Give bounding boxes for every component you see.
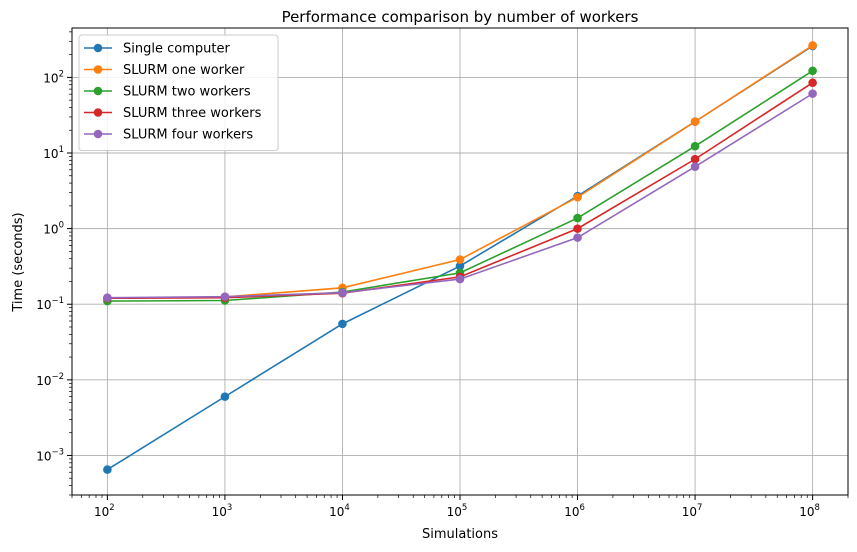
- legend-entry: SLURM one worker: [84, 63, 245, 78]
- legend-label: SLURM one worker: [123, 63, 245, 78]
- x-tick-label: 106: [564, 503, 585, 519]
- y-tick-label: 101: [43, 145, 64, 161]
- data-point: [455, 255, 465, 264]
- x-tick-label: 102: [94, 503, 115, 519]
- legend-entry: Single computer: [84, 42, 230, 57]
- data-point: [455, 261, 465, 271]
- data-point: [103, 465, 112, 474]
- x-axis-label: Simulations: [422, 527, 498, 542]
- series-4: [103, 89, 817, 303]
- series-lines: [103, 41, 817, 474]
- data-point: [690, 154, 700, 164]
- legend-marker: [93, 86, 103, 96]
- y-tick-label: 10−1: [36, 296, 64, 312]
- y-tick-label: 10−3: [36, 447, 64, 463]
- legend-entry: SLURM three workers: [84, 106, 262, 121]
- data-point: [690, 162, 700, 171]
- x-tick-label: 105: [447, 503, 468, 519]
- axis-ticks: 102 103 104 105 106 107 108 10−3 10−2 10−1 100 101 1…: [36, 31, 849, 519]
- legend-entry: SLURM two workers: [84, 85, 251, 100]
- data-point: [808, 66, 817, 76]
- legend-marker: [93, 65, 103, 74]
- legend-label: SLURM three workers: [123, 106, 262, 121]
- x-tick-label: 107: [682, 503, 703, 519]
- data-point: [220, 392, 230, 401]
- x-tick-label: 108: [799, 503, 820, 519]
- legend-marker: [93, 108, 103, 117]
- data-point: [808, 78, 817, 88]
- x-tick-label: 104: [329, 503, 350, 519]
- data-point: [573, 213, 582, 223]
- legend: Single computer SLURM one worker SLURM two…: [78, 34, 279, 151]
- chart-title: Performance comparison by number of work…: [282, 8, 639, 26]
- data-point: [338, 288, 347, 298]
- y-tick-label: 10−2: [36, 372, 64, 388]
- y-tick-label: 102: [43, 69, 64, 85]
- grid: [72, 28, 848, 495]
- data-point: [573, 192, 582, 202]
- data-point: [808, 41, 817, 50]
- legend-marker: [93, 43, 103, 53]
- legend-box: [78, 34, 279, 151]
- legend-label: Single computer: [123, 42, 230, 57]
- legend-label: SLURM four workers: [123, 128, 253, 143]
- data-point: [455, 274, 465, 284]
- data-point: [808, 89, 817, 98]
- data-point: [690, 141, 700, 151]
- y-tick-label: 100: [43, 221, 64, 237]
- data-point: [220, 292, 230, 301]
- data-point: [338, 319, 347, 329]
- data-point: [690, 117, 700, 126]
- data-point: [573, 233, 582, 242]
- data-point: [103, 293, 112, 303]
- legend-marker: [93, 129, 103, 139]
- x-tick-label: 103: [212, 503, 233, 519]
- legend-entry: SLURM four workers: [84, 128, 253, 143]
- data-point: [573, 224, 582, 233]
- y-axis-label: Time (seconds): [11, 212, 26, 312]
- legend-label: SLURM two workers: [123, 85, 251, 100]
